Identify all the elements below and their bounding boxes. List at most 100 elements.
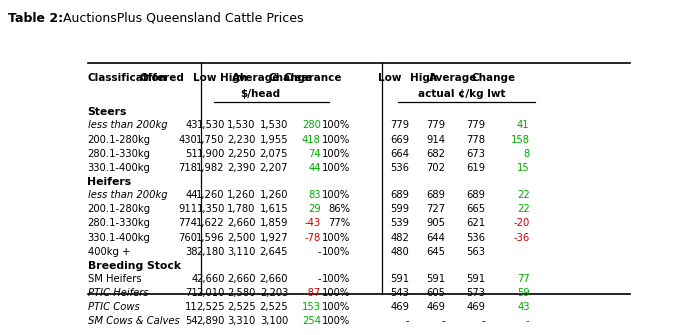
- Text: 1,859: 1,859: [260, 218, 288, 228]
- Text: 77: 77: [517, 274, 530, 284]
- Text: 59: 59: [517, 288, 530, 298]
- Text: 2,660: 2,660: [228, 274, 256, 284]
- Text: 644: 644: [427, 232, 446, 243]
- Text: 779: 779: [426, 120, 446, 130]
- Text: 682: 682: [426, 149, 446, 159]
- Text: 200.1-280kg: 200.1-280kg: [88, 135, 150, 144]
- Text: 200.1-280kg: 200.1-280kg: [88, 204, 150, 214]
- Text: 779: 779: [390, 120, 410, 130]
- Text: 664: 664: [390, 149, 410, 159]
- Text: 2,230: 2,230: [228, 135, 256, 144]
- Text: 86%: 86%: [328, 204, 351, 214]
- Text: 573: 573: [466, 288, 485, 298]
- Text: 3,310: 3,310: [228, 316, 256, 326]
- Text: -: -: [526, 316, 530, 326]
- Text: 44: 44: [185, 190, 197, 200]
- Text: -: -: [317, 274, 321, 284]
- Text: 29: 29: [308, 204, 321, 214]
- Text: 2,660: 2,660: [228, 218, 256, 228]
- Text: 43: 43: [517, 302, 530, 312]
- Text: 689: 689: [426, 190, 446, 200]
- Text: 599: 599: [390, 204, 410, 214]
- Text: PTIC Heifers: PTIC Heifers: [88, 288, 148, 298]
- Text: -36: -36: [513, 232, 530, 243]
- Text: SM Heifers: SM Heifers: [88, 274, 141, 284]
- Text: 254: 254: [302, 316, 321, 326]
- Text: 2,525: 2,525: [260, 302, 288, 312]
- Text: 669: 669: [390, 135, 410, 144]
- Text: 2,525: 2,525: [196, 302, 225, 312]
- Text: 1,780: 1,780: [228, 204, 256, 214]
- Text: 1,530: 1,530: [260, 120, 288, 130]
- Text: 760: 760: [178, 232, 197, 243]
- Text: 1,596: 1,596: [196, 232, 225, 243]
- Text: -87: -87: [304, 288, 321, 298]
- Text: -43: -43: [304, 218, 321, 228]
- Text: 2,207: 2,207: [260, 163, 288, 173]
- Text: 727: 727: [426, 204, 446, 214]
- Text: Change: Change: [269, 73, 313, 83]
- Text: Average: Average: [232, 73, 280, 83]
- Text: 2,645: 2,645: [260, 247, 288, 257]
- Text: 100%: 100%: [323, 120, 351, 130]
- Text: 400kg +: 400kg +: [88, 247, 130, 257]
- Text: 905: 905: [426, 218, 446, 228]
- Text: 2,660: 2,660: [196, 274, 225, 284]
- Text: 778: 778: [466, 135, 485, 144]
- Text: 330.1-400kg: 330.1-400kg: [88, 163, 150, 173]
- Text: 1,260: 1,260: [196, 190, 225, 200]
- Text: 543: 543: [391, 288, 409, 298]
- Text: 1,982: 1,982: [196, 163, 225, 173]
- Text: actual ¢/kg lwt: actual ¢/kg lwt: [418, 89, 505, 99]
- Text: 77%: 77%: [328, 218, 351, 228]
- Text: 2,580: 2,580: [228, 288, 256, 298]
- Text: 3,100: 3,100: [260, 316, 288, 326]
- Text: 100%: 100%: [323, 190, 351, 200]
- Text: $/head: $/head: [240, 89, 280, 99]
- Text: 480: 480: [391, 247, 409, 257]
- Text: 2,500: 2,500: [228, 232, 256, 243]
- Text: 330.1-400kg: 330.1-400kg: [88, 232, 150, 243]
- Text: 280: 280: [302, 120, 321, 130]
- Text: Change: Change: [472, 73, 516, 83]
- Text: -: -: [317, 247, 321, 257]
- Text: -78: -78: [304, 232, 321, 243]
- Text: 591: 591: [390, 274, 410, 284]
- Text: 100%: 100%: [323, 302, 351, 312]
- Text: 100%: 100%: [323, 135, 351, 144]
- Text: 280.1-330kg: 280.1-330kg: [88, 218, 150, 228]
- Text: 1,530: 1,530: [197, 120, 225, 130]
- Text: 469: 469: [426, 302, 446, 312]
- Text: 1,750: 1,750: [196, 135, 225, 144]
- Text: 536: 536: [466, 232, 485, 243]
- Text: -20: -20: [513, 218, 530, 228]
- Text: Table 2:: Table 2:: [8, 12, 64, 25]
- Text: Low: Low: [377, 73, 401, 83]
- Text: 158: 158: [510, 135, 530, 144]
- Text: 2,203: 2,203: [260, 288, 288, 298]
- Text: 2,660: 2,660: [260, 274, 288, 284]
- Text: -: -: [442, 316, 446, 326]
- Text: 1,955: 1,955: [260, 135, 288, 144]
- Text: 1,927: 1,927: [260, 232, 288, 243]
- Text: 38: 38: [185, 247, 197, 257]
- Text: 43: 43: [185, 120, 197, 130]
- Text: 1,622: 1,622: [196, 218, 225, 228]
- Text: less than 200kg: less than 200kg: [88, 190, 167, 200]
- Text: Low: Low: [193, 73, 216, 83]
- Text: 1,260: 1,260: [260, 190, 288, 200]
- Text: -: -: [405, 316, 409, 326]
- Text: 22: 22: [517, 190, 530, 200]
- Text: 591: 591: [466, 274, 485, 284]
- Text: 911: 911: [178, 204, 197, 214]
- Text: 469: 469: [390, 302, 410, 312]
- Text: 8: 8: [524, 149, 530, 159]
- Text: 665: 665: [466, 204, 485, 214]
- Text: Steers: Steers: [88, 108, 127, 118]
- Text: 54: 54: [185, 316, 197, 326]
- Text: 2,525: 2,525: [227, 302, 256, 312]
- Text: 1,900: 1,900: [197, 149, 225, 159]
- Text: 100%: 100%: [323, 316, 351, 326]
- Text: SM Cows & Calves: SM Cows & Calves: [88, 316, 179, 326]
- Text: 645: 645: [426, 247, 446, 257]
